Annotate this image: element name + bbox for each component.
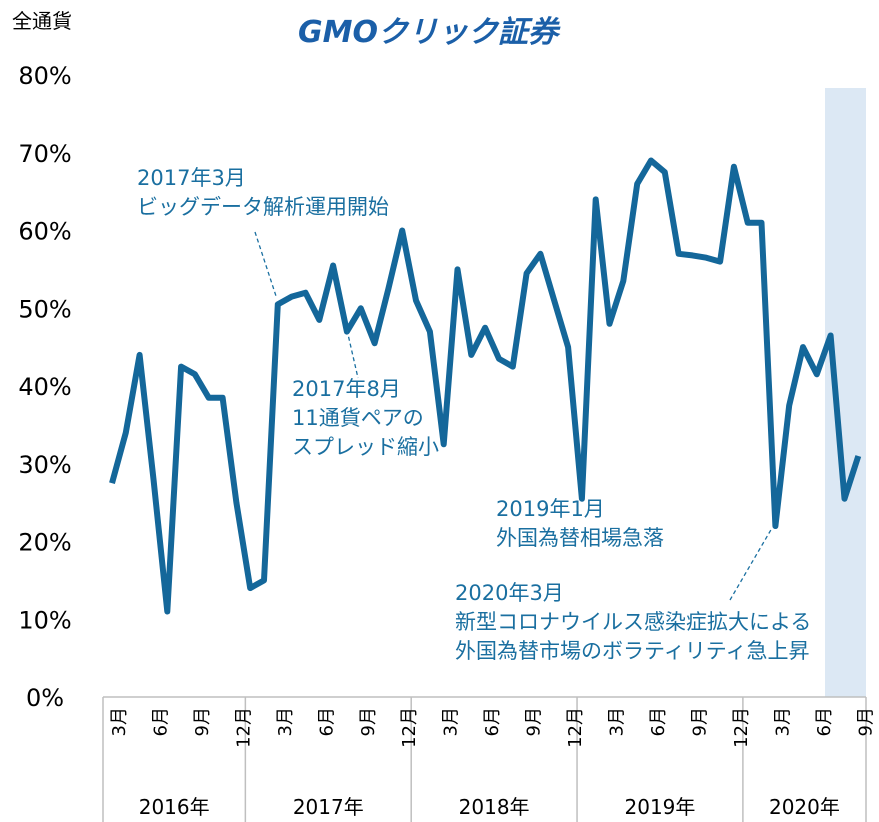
year-label: 2020年	[769, 795, 840, 819]
x-tick-label: 6月	[814, 707, 835, 736]
y-tick-label: 10%	[18, 606, 71, 634]
x-tick-label: 6月	[150, 707, 171, 736]
annotation: 2019年1月	[496, 497, 605, 521]
x-tick-label: 12月	[565, 707, 586, 748]
y-tick-label: 50%	[18, 295, 71, 323]
year-label: 2017年	[293, 795, 364, 819]
annotation: 新型コロナウイルス感染症拡大による	[455, 610, 811, 634]
annotation: 外国為替相場急落	[496, 526, 664, 550]
x-tick-label: 3月	[607, 707, 628, 736]
x-tick-label: 9月	[524, 707, 545, 736]
x-tick-label: 9月	[358, 707, 379, 736]
x-tick-label: 3月	[441, 707, 462, 736]
year-label: 2018年	[459, 795, 530, 819]
x-tick-label: 6月	[482, 707, 503, 736]
x-tick-label: 9月	[689, 707, 710, 736]
x-tick-label: 6月	[648, 707, 669, 736]
annotation: 11通貨ペアの	[292, 406, 424, 430]
annotation: 2020年3月	[455, 581, 564, 605]
y-tick-label: 60%	[18, 218, 71, 246]
annotation-leader	[729, 527, 773, 601]
year-label: 2019年	[625, 795, 696, 819]
x-tick-label: 3月	[772, 707, 793, 736]
y-tick-label: 20%	[18, 529, 71, 557]
annotation-leader	[346, 329, 359, 379]
highlight-band	[825, 88, 866, 697]
logo: GMOクリック証券	[298, 15, 561, 50]
x-tick-label: 12月	[233, 707, 254, 748]
x-tick-label: 3月	[275, 707, 296, 736]
chart-title: 全通貨	[12, 9, 72, 33]
y-tick-label: 40%	[18, 373, 71, 401]
y-tick-label: 30%	[18, 451, 71, 479]
x-tick-label: 12月	[731, 707, 752, 748]
annotation: 外国為替市場のボラティリティ急上昇	[455, 639, 809, 663]
annotation: ビッグデータ解析運用開始	[137, 195, 389, 219]
x-tick-label: 3月	[109, 707, 130, 736]
annotation: 2017年8月	[292, 377, 401, 401]
annotation-leader	[254, 231, 277, 297]
y-tick-label: 80%	[18, 62, 71, 90]
x-tick-label: 12月	[399, 707, 420, 748]
data-line	[109, 157, 862, 615]
year-label: 2016年	[139, 795, 210, 819]
x-tick-label: 6月	[316, 707, 337, 736]
y-tick-label: 70%	[18, 140, 71, 168]
annotation: スプレッド縮小	[292, 435, 439, 459]
y-tick-label: 0%	[26, 684, 64, 712]
x-tick-label: 9月	[192, 707, 213, 736]
annotation: 2017年3月	[137, 166, 246, 190]
x-tick-label: 9月	[855, 707, 876, 736]
